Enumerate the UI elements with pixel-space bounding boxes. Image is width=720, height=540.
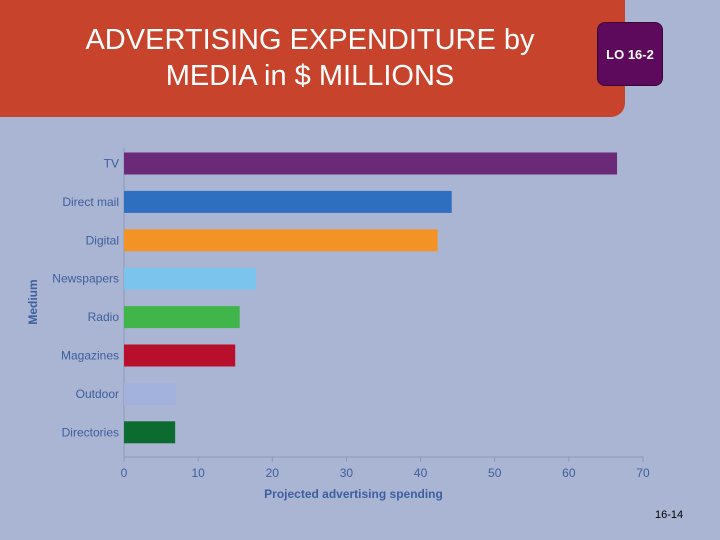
x-tick-label: 0 bbox=[121, 466, 128, 480]
category-label: Digital bbox=[86, 233, 119, 247]
bar-radio bbox=[124, 306, 240, 329]
category-label: TV bbox=[104, 157, 119, 171]
x-axis-title: Projected advertising spending bbox=[264, 487, 443, 501]
x-tick-label: 10 bbox=[191, 466, 205, 480]
slide-number: 16-14 bbox=[655, 509, 684, 521]
category-label: Magazines bbox=[61, 349, 119, 363]
category-label: Radio bbox=[88, 310, 120, 324]
title-line-1: ADVERTISING EXPENDITURE by bbox=[85, 24, 535, 56]
y-axis-title: Medium bbox=[26, 279, 40, 324]
x-tick-label: 20 bbox=[266, 466, 280, 480]
x-tick-label: 70 bbox=[636, 466, 650, 480]
category-label: Directories bbox=[62, 425, 119, 439]
bar-outdoor bbox=[124, 382, 176, 405]
lo-badge: LO 16-2 bbox=[597, 22, 663, 86]
title-panel: ADVERTISING EXPENDITURE by MEDIA in $ MI… bbox=[0, 0, 625, 117]
category-label: Outdoor bbox=[76, 387, 119, 401]
x-tick-label: 40 bbox=[414, 466, 428, 480]
x-tick-label: 30 bbox=[340, 466, 354, 480]
bar-direct-mail bbox=[124, 190, 452, 213]
title-line-2: MEDIA in $ MILLIONS bbox=[165, 60, 455, 92]
x-tick-label: 50 bbox=[488, 466, 502, 480]
category-label: Newspapers bbox=[52, 272, 119, 286]
bar-digital bbox=[124, 229, 438, 252]
bar-newspapers bbox=[124, 267, 256, 290]
slide-title: ADVERTISING EXPENDITURE by MEDIA in $ MI… bbox=[40, 22, 580, 94]
x-tick-label: 60 bbox=[562, 466, 576, 480]
category-label: Direct mail bbox=[62, 195, 119, 209]
bar-directories bbox=[124, 421, 176, 444]
bar-tv bbox=[124, 152, 618, 175]
bar-magazines bbox=[124, 344, 236, 367]
